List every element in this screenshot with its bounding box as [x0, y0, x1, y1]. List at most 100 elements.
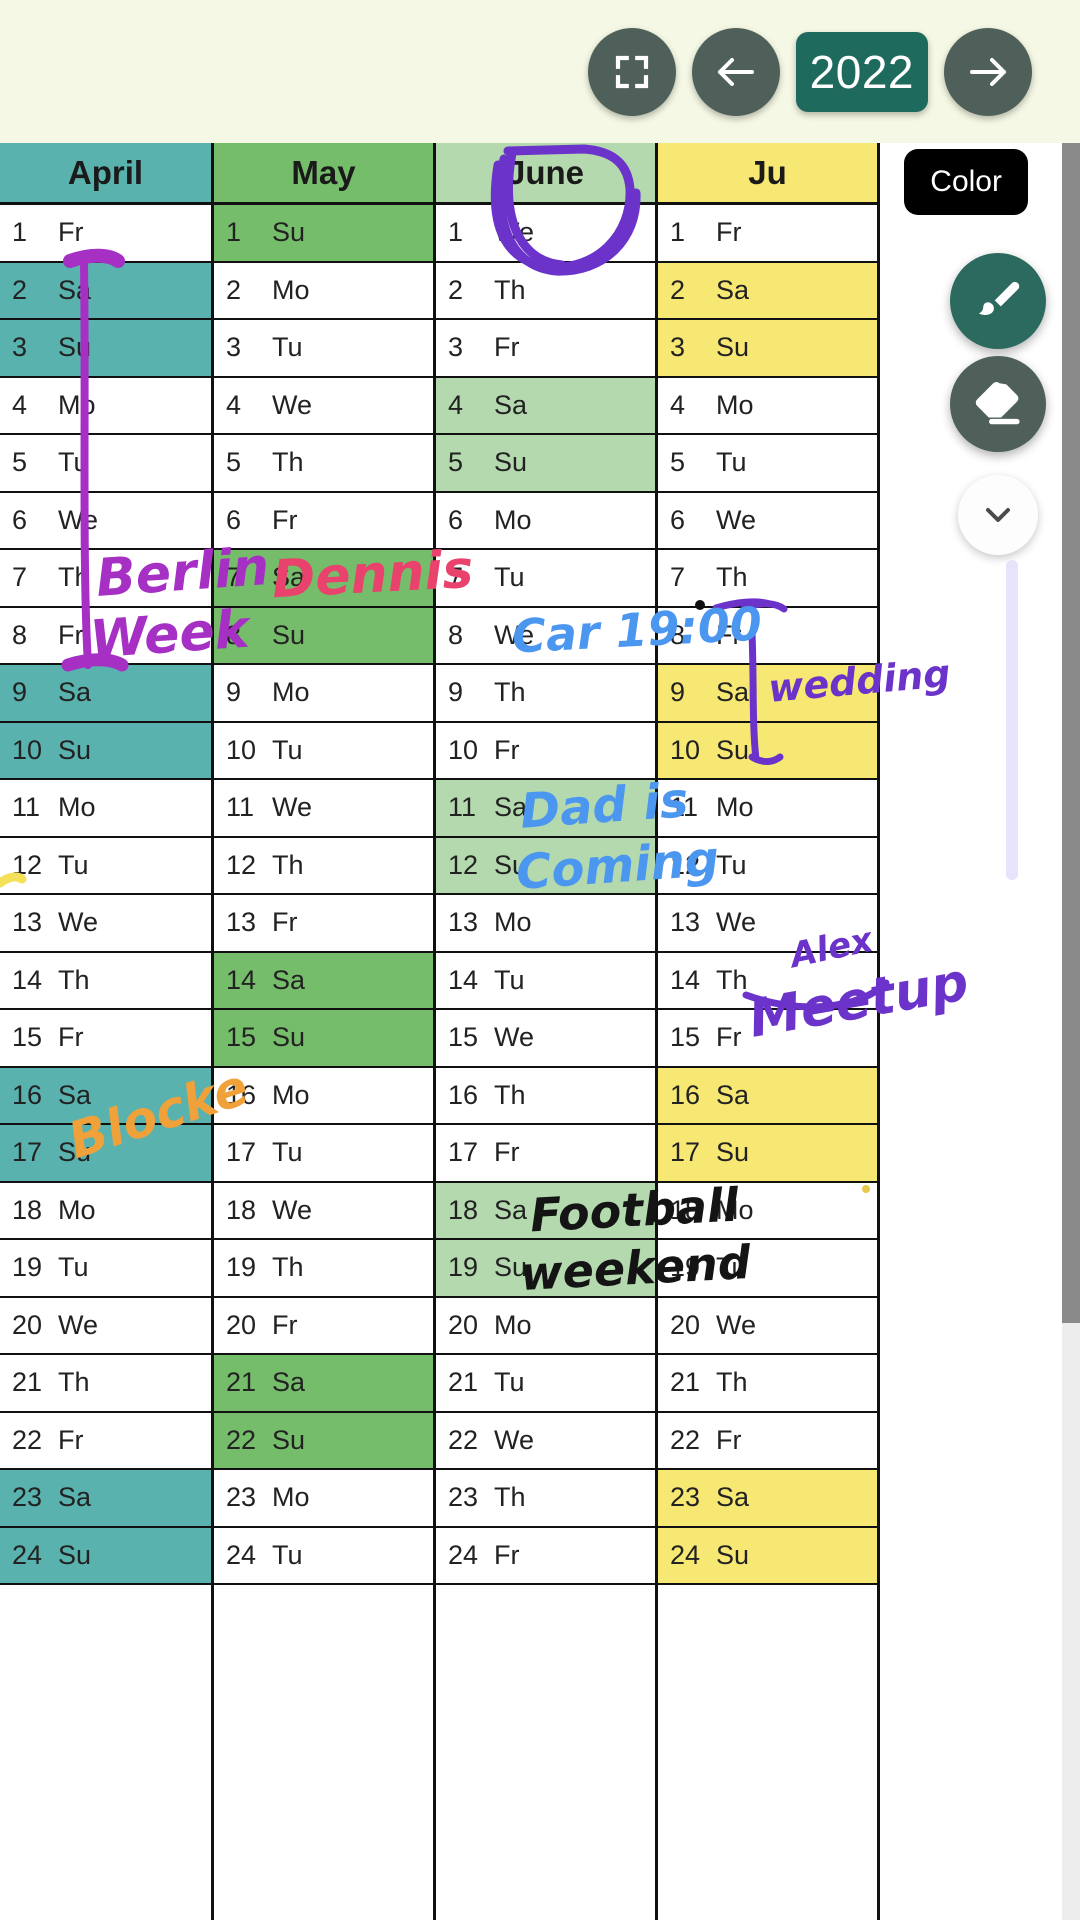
previous-year-button[interactable] — [691, 27, 780, 116]
month-header-april[interactable]: April — [0, 143, 211, 205]
day-cell[interactable]: 24 Su — [658, 1527, 877, 1585]
day-cell[interactable]: 17 Su — [0, 1125, 211, 1183]
day-cell[interactable]: 10 Su — [0, 722, 211, 780]
day-cell[interactable]: 13 We — [0, 895, 211, 953]
day-cell[interactable]: 17 Su — [658, 1125, 877, 1183]
day-cell[interactable]: 10 Fr — [436, 722, 655, 780]
day-cell[interactable]: 21 Th — [658, 1355, 877, 1413]
day-cell[interactable]: 15 We — [436, 1010, 655, 1068]
day-cell[interactable]: 20 We — [0, 1297, 211, 1355]
collapse-tools-button[interactable] — [958, 475, 1038, 555]
day-cell[interactable]: 20 Fr — [214, 1297, 433, 1355]
day-cell[interactable]: 11 We — [214, 780, 433, 838]
day-cell[interactable]: 19 Tu — [0, 1240, 211, 1298]
day-cell[interactable]: 3 Fr — [436, 320, 655, 378]
day-cell[interactable]: 15 Fr — [658, 1010, 877, 1068]
day-cell[interactable]: 9 Sa — [658, 665, 877, 723]
day-cell[interactable]: 1 Su — [214, 205, 433, 263]
day-cell[interactable]: 21 Sa — [214, 1355, 433, 1413]
day-cell[interactable]: 19 Su — [436, 1240, 655, 1298]
day-cell[interactable]: 5 Tu — [658, 435, 877, 493]
day-cell[interactable]: 7 Tu — [436, 550, 655, 608]
day-cell[interactable]: 17 Tu — [214, 1125, 433, 1183]
day-cell[interactable]: 5 Th — [214, 435, 433, 493]
day-cell[interactable]: 13 We — [658, 895, 877, 953]
day-cell[interactable]: 6 We — [0, 492, 211, 550]
day-cell[interactable]: 23 Sa — [658, 1470, 877, 1528]
day-cell[interactable]: 11 Mo — [0, 780, 211, 838]
day-cell[interactable]: 12 Su — [436, 837, 655, 895]
eraser-button[interactable] — [950, 356, 1046, 452]
day-cell[interactable]: 8 Su — [214, 607, 433, 665]
day-cell[interactable]: 8 We — [436, 607, 655, 665]
day-cell[interactable]: 10 Tu — [214, 722, 433, 780]
day-cell[interactable]: 4 Sa — [436, 377, 655, 435]
day-cell[interactable]: 19 Tu — [658, 1240, 877, 1298]
day-cell[interactable]: 1 Fr — [0, 205, 211, 263]
day-cell[interactable]: 21 Tu — [436, 1355, 655, 1413]
month-header-june[interactable]: June — [436, 143, 655, 205]
day-cell[interactable]: 17 Fr — [436, 1125, 655, 1183]
day-cell[interactable]: 23 Mo — [214, 1470, 433, 1528]
day-cell[interactable]: 22 Fr — [0, 1412, 211, 1470]
day-cell[interactable]: 14 Th — [0, 952, 211, 1010]
day-cell[interactable]: 4 We — [214, 377, 433, 435]
day-cell[interactable]: 20 We — [658, 1297, 877, 1355]
day-cell[interactable]: 14 Tu — [436, 952, 655, 1010]
day-cell[interactable]: 3 Su — [0, 320, 211, 378]
day-cell[interactable]: 14 Th — [658, 952, 877, 1010]
day-cell[interactable]: 19 Th — [214, 1240, 433, 1298]
day-cell[interactable]: 2 Sa — [658, 262, 877, 320]
day-cell[interactable]: 5 Tu — [0, 435, 211, 493]
day-cell[interactable]: 15 Fr — [0, 1010, 211, 1068]
day-cell[interactable]: 6 Mo — [436, 492, 655, 550]
day-cell[interactable]: 20 Mo — [436, 1297, 655, 1355]
month-header-july[interactable]: Ju — [658, 143, 877, 205]
day-cell[interactable]: 16 Th — [436, 1067, 655, 1125]
day-cell[interactable]: 21 Th — [0, 1355, 211, 1413]
day-cell[interactable]: 1 We — [436, 205, 655, 263]
day-cell[interactable]: 24 Su — [0, 1527, 211, 1585]
year-chip[interactable]: 2022 — [795, 31, 928, 112]
day-cell[interactable]: 18 Mo — [0, 1182, 211, 1240]
day-cell[interactable]: 18 Mo — [658, 1182, 877, 1240]
day-cell[interactable]: 22 Fr — [658, 1412, 877, 1470]
day-cell[interactable]: 2 Mo — [214, 262, 433, 320]
day-cell[interactable]: 8 Fr — [658, 607, 877, 665]
day-cell[interactable]: 3 Su — [658, 320, 877, 378]
day-cell[interactable]: 1 Fr — [658, 205, 877, 263]
day-cell[interactable]: 18 Sa — [436, 1182, 655, 1240]
day-cell[interactable]: 14 Sa — [214, 952, 433, 1010]
day-cell[interactable]: 12 Tu — [0, 837, 211, 895]
day-cell[interactable]: 23 Sa — [0, 1470, 211, 1528]
day-cell[interactable]: 6 Fr — [214, 492, 433, 550]
day-cell[interactable]: 11 Sa — [436, 780, 655, 838]
day-cell[interactable]: 4 Mo — [658, 377, 877, 435]
tools-drag-track[interactable] — [1006, 560, 1018, 880]
month-header-may[interactable]: May — [214, 143, 433, 205]
day-cell[interactable]: 6 We — [658, 492, 877, 550]
day-cell[interactable]: 13 Mo — [436, 895, 655, 953]
day-cell[interactable]: 5 Su — [436, 435, 655, 493]
day-cell[interactable]: 7 Th — [658, 550, 877, 608]
day-cell[interactable]: 11 Mo — [658, 780, 877, 838]
day-cell[interactable]: 22 We — [436, 1412, 655, 1470]
day-cell[interactable]: 4 Mo — [0, 377, 211, 435]
day-cell[interactable]: 23 Th — [436, 1470, 655, 1528]
day-cell[interactable]: 16 Mo — [214, 1067, 433, 1125]
day-cell[interactable]: 2 Th — [436, 262, 655, 320]
day-cell[interactable]: 13 Fr — [214, 895, 433, 953]
day-cell[interactable]: 12 Th — [214, 837, 433, 895]
day-cell[interactable]: 9 Th — [436, 665, 655, 723]
day-cell[interactable]: 16 Sa — [0, 1067, 211, 1125]
day-cell[interactable]: 16 Sa — [658, 1067, 877, 1125]
day-cell[interactable]: 8 Fr — [0, 607, 211, 665]
day-cell[interactable]: 15 Su — [214, 1010, 433, 1068]
day-cell[interactable]: 7 Th — [0, 550, 211, 608]
day-cell[interactable]: 22 Su — [214, 1412, 433, 1470]
day-cell[interactable]: 24 Tu — [214, 1527, 433, 1585]
day-cell[interactable]: 9 Mo — [214, 665, 433, 723]
day-cell[interactable]: 3 Tu — [214, 320, 433, 378]
vertical-scrollbar-thumb[interactable] — [1062, 143, 1080, 1323]
brush-button[interactable] — [950, 253, 1046, 349]
